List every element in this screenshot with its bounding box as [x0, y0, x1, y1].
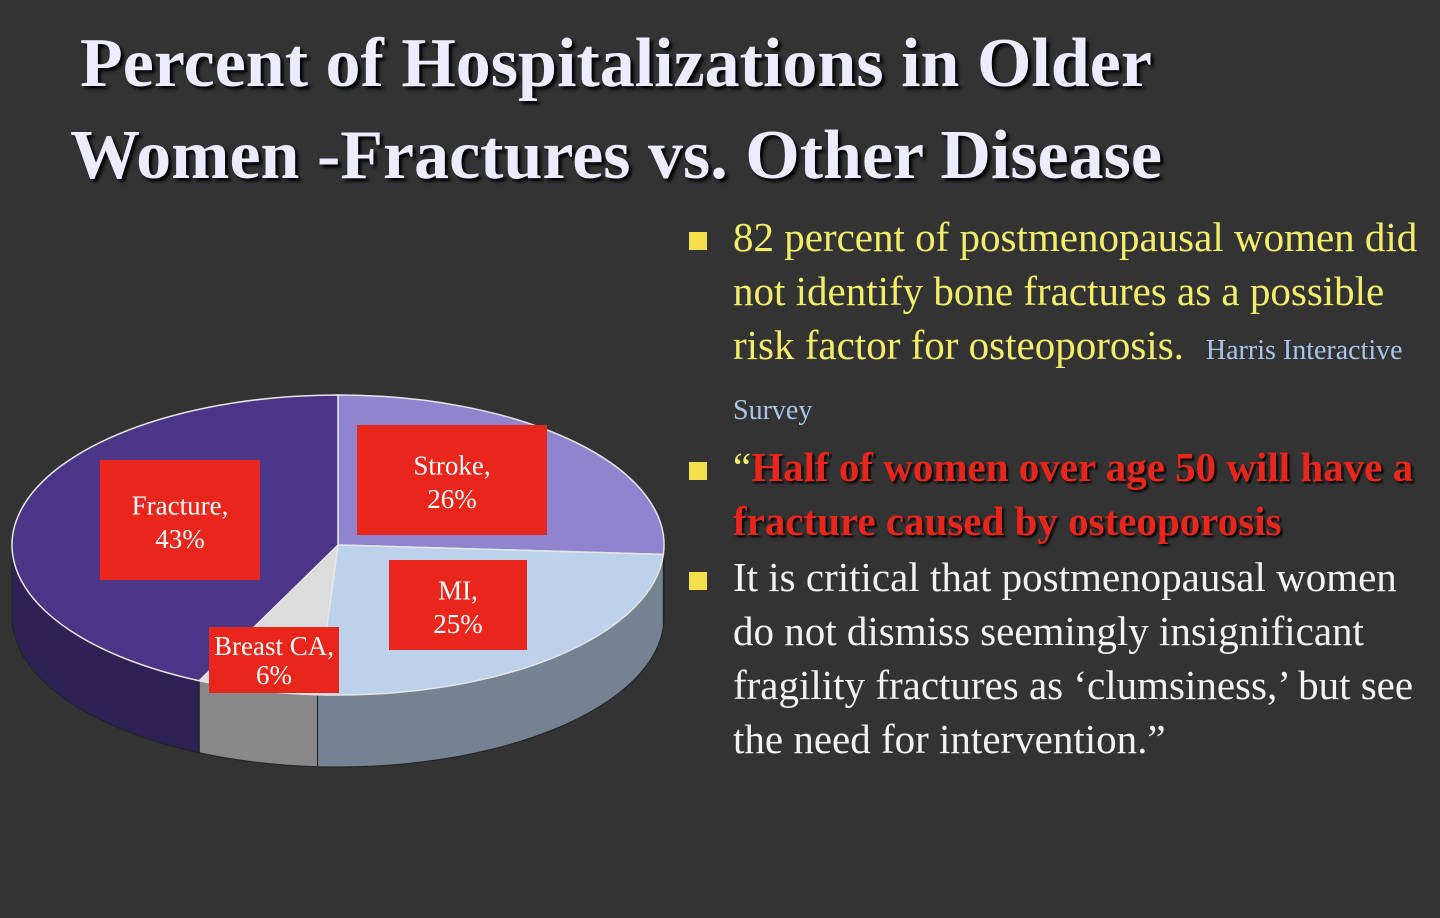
data-label-mi: MI, 25% [389, 560, 527, 650]
slice-value-label: 25% [433, 609, 483, 639]
bullet-1-text: 82 percent of postmenopausal women did n… [733, 214, 1418, 368]
pie-labels: Stroke, 26% MI, 25% Breast CA,6% Fracture, 43% [100, 425, 547, 693]
data-label-box [389, 560, 527, 650]
bullet-3-text: It is critical that postmenopausal women… [733, 554, 1414, 762]
bullet-marker-icon [689, 232, 707, 250]
bullet-1-source: Harris Interactive Survey [733, 335, 1403, 426]
bullet-2: “Half of women over age 50 will have a f… [685, 440, 1435, 548]
bullet-2-open-quote: “ [733, 444, 752, 490]
slice-name-label: Breast CA, [214, 631, 334, 661]
title-line-1: Percent of Hospitalizations in Older [80, 25, 1152, 102]
slice-name-label: Stroke, [413, 450, 490, 480]
slice-value-label: 26% [427, 484, 477, 514]
bullet-2-quote: Half of women over age 50 will have a fr… [733, 444, 1414, 544]
slide-title: Percent of Hospitalizations in Older Wom… [70, 18, 1370, 202]
data-label-box [357, 425, 547, 535]
bullet-1: 82 percent of postmenopausal women did n… [685, 210, 1435, 438]
slice-value-label: 43% [155, 524, 205, 554]
title-line-2: Women -Fractures vs. Other Disease [70, 117, 1162, 194]
pie-chart: Stroke, 26% MI, 25% Breast CA,6% Fracture, 43% [11, 394, 665, 768]
data-label-box [100, 460, 260, 580]
slice-value-label: 6% [256, 660, 292, 690]
data-label-box [209, 627, 339, 693]
slice-name-label: Fracture, [132, 490, 229, 520]
bullet-marker-icon [689, 572, 707, 590]
bullet-list: 82 percent of postmenopausal women did n… [685, 210, 1435, 768]
bullet-marker-icon [689, 462, 707, 480]
data-label-fracture: Fracture, 43% [100, 460, 260, 580]
bullet-3: It is critical that postmenopausal women… [685, 550, 1435, 766]
data-label-stroke: Stroke, 26% [357, 425, 547, 535]
slice-name-label: MI, [438, 575, 478, 605]
data-label-breast-ca: Breast CA,6% [209, 627, 339, 693]
pie-sides [11, 544, 665, 768]
